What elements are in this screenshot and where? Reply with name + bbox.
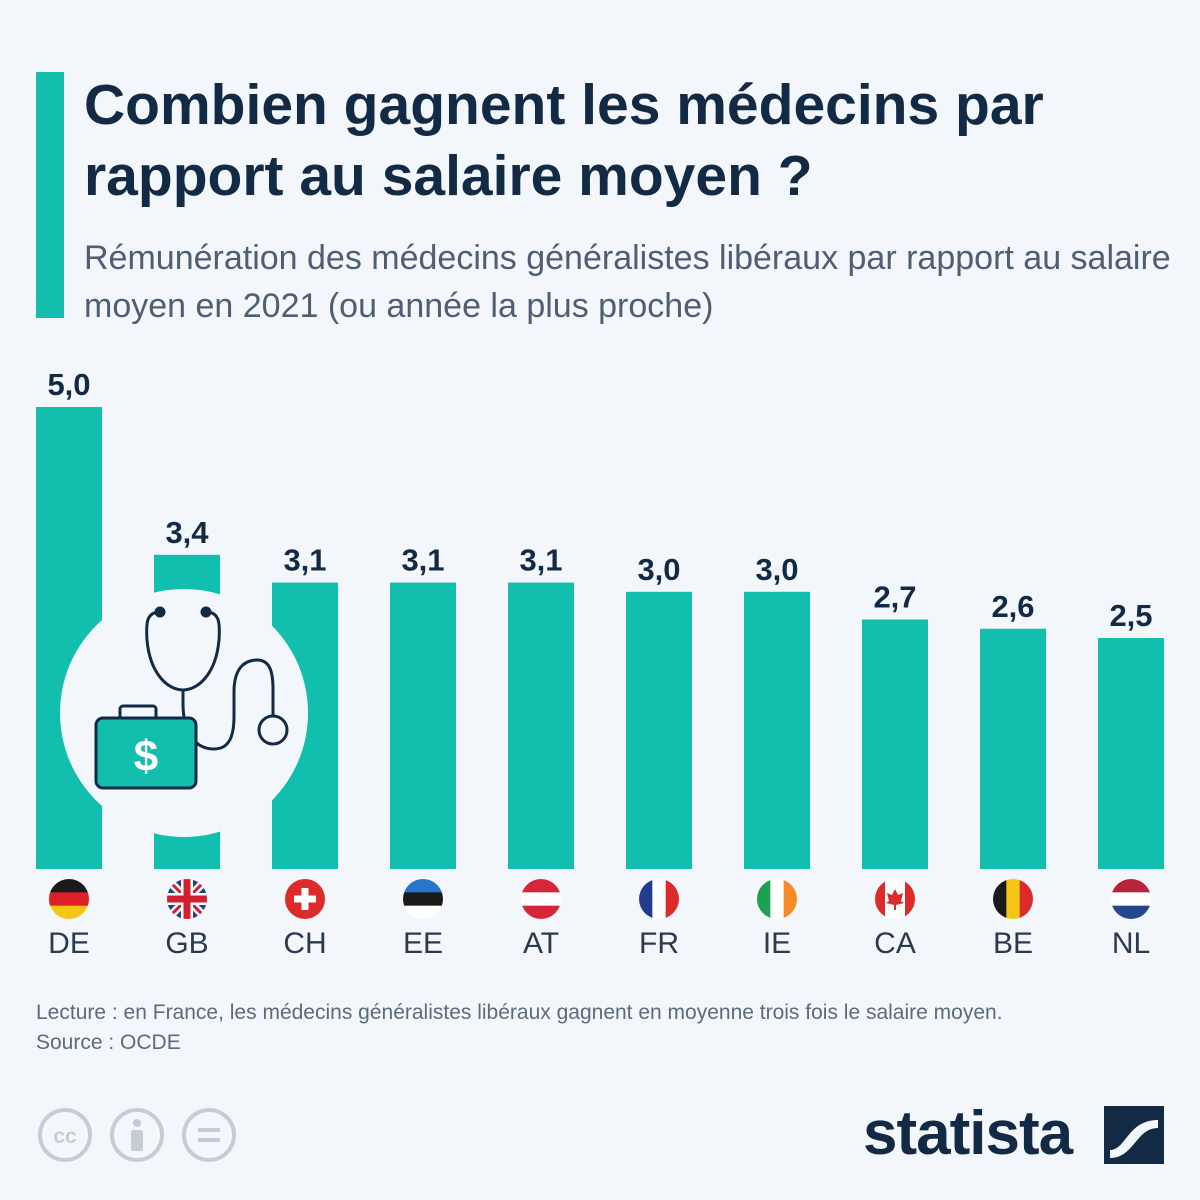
reading-note: Lecture : en France, les médecins généra…	[36, 1001, 1003, 1024]
category-label-nl: NL	[1112, 927, 1150, 960]
svg-text:cc: cc	[53, 1125, 77, 1148]
title-accent-bar	[36, 72, 64, 318]
cc-icon: cc	[38, 1108, 92, 1162]
bar-chart: $ 5,0 3,4 3,1 3,1 3,1 3,0 3,0 2,7 2,6 2,5 DE GB CH E…	[36, 367, 1164, 960]
category-label-at: AT	[523, 927, 559, 960]
value-label-ca: 2,7	[873, 580, 916, 615]
flag-fr-icon	[639, 879, 679, 919]
value-label-at: 3,1	[519, 543, 562, 578]
value-label-ie: 3,0	[755, 552, 798, 587]
flag-ch-icon	[285, 879, 325, 919]
dollar-icon: $	[134, 732, 158, 781]
category-label-ca: CA	[874, 927, 916, 960]
category-label-ie: IE	[763, 927, 791, 960]
value-label-fr: 3,0	[637, 552, 680, 587]
footnote: Lecture : en France, les médecins généra…	[36, 998, 1186, 1058]
bar-nl	[1098, 638, 1164, 869]
flag-nl-icon	[1111, 879, 1151, 919]
page-subtitle: Rémunération des médecins généralistes l…	[84, 239, 1171, 325]
statista-logo-icon	[1104, 1106, 1164, 1164]
category-label-ch: CH	[283, 927, 326, 960]
value-label-ch: 3,1	[283, 543, 326, 578]
flag-gb-icon	[167, 879, 207, 919]
medical-bag-icon: $	[94, 704, 198, 790]
category-labels-group: DE GB CH EE AT FR IE CA BE NL	[48, 927, 1150, 960]
category-label-gb: GB	[165, 927, 208, 960]
bar-ca	[862, 619, 928, 869]
category-label-fr: FR	[639, 927, 679, 960]
no-derivatives-icon	[182, 1108, 236, 1162]
value-label-de: 5,0	[47, 367, 90, 402]
license-icons: cc	[38, 1108, 236, 1162]
value-labels-group: 5,0 3,4 3,1 3,1 3,1 3,0 3,0 2,7 2,6 2,5	[47, 367, 1152, 633]
flag-at-icon	[521, 879, 561, 919]
bar-ie	[744, 591, 810, 869]
source-note: Source : OCDE	[36, 1031, 181, 1054]
value-label-be: 2,6	[991, 589, 1034, 624]
doctor-salary-illustration: $	[60, 589, 308, 837]
bar-be	[980, 628, 1046, 869]
category-label-de: DE	[48, 927, 90, 960]
statista-logo-text[interactable]: statista	[863, 1099, 1073, 1168]
bar-ee	[390, 582, 456, 869]
flag-be-icon	[993, 879, 1033, 919]
bar-at	[508, 582, 574, 869]
flag-ca-icon	[875, 879, 915, 919]
flag-ee-icon	[403, 879, 443, 919]
value-label-nl: 2,5	[1109, 598, 1152, 633]
value-label-gb: 3,4	[165, 515, 209, 550]
category-label-be: BE	[993, 927, 1033, 960]
flag-ie-icon	[757, 879, 797, 919]
category-label-ee: EE	[403, 927, 443, 960]
bar-fr	[626, 591, 692, 869]
page-title: Combien gagnent les médecins par rapport…	[84, 73, 1044, 208]
flag-de-icon	[49, 879, 89, 919]
attribution-icon	[110, 1108, 164, 1162]
value-label-ee: 3,1	[401, 543, 444, 578]
flags-group	[49, 879, 1151, 919]
